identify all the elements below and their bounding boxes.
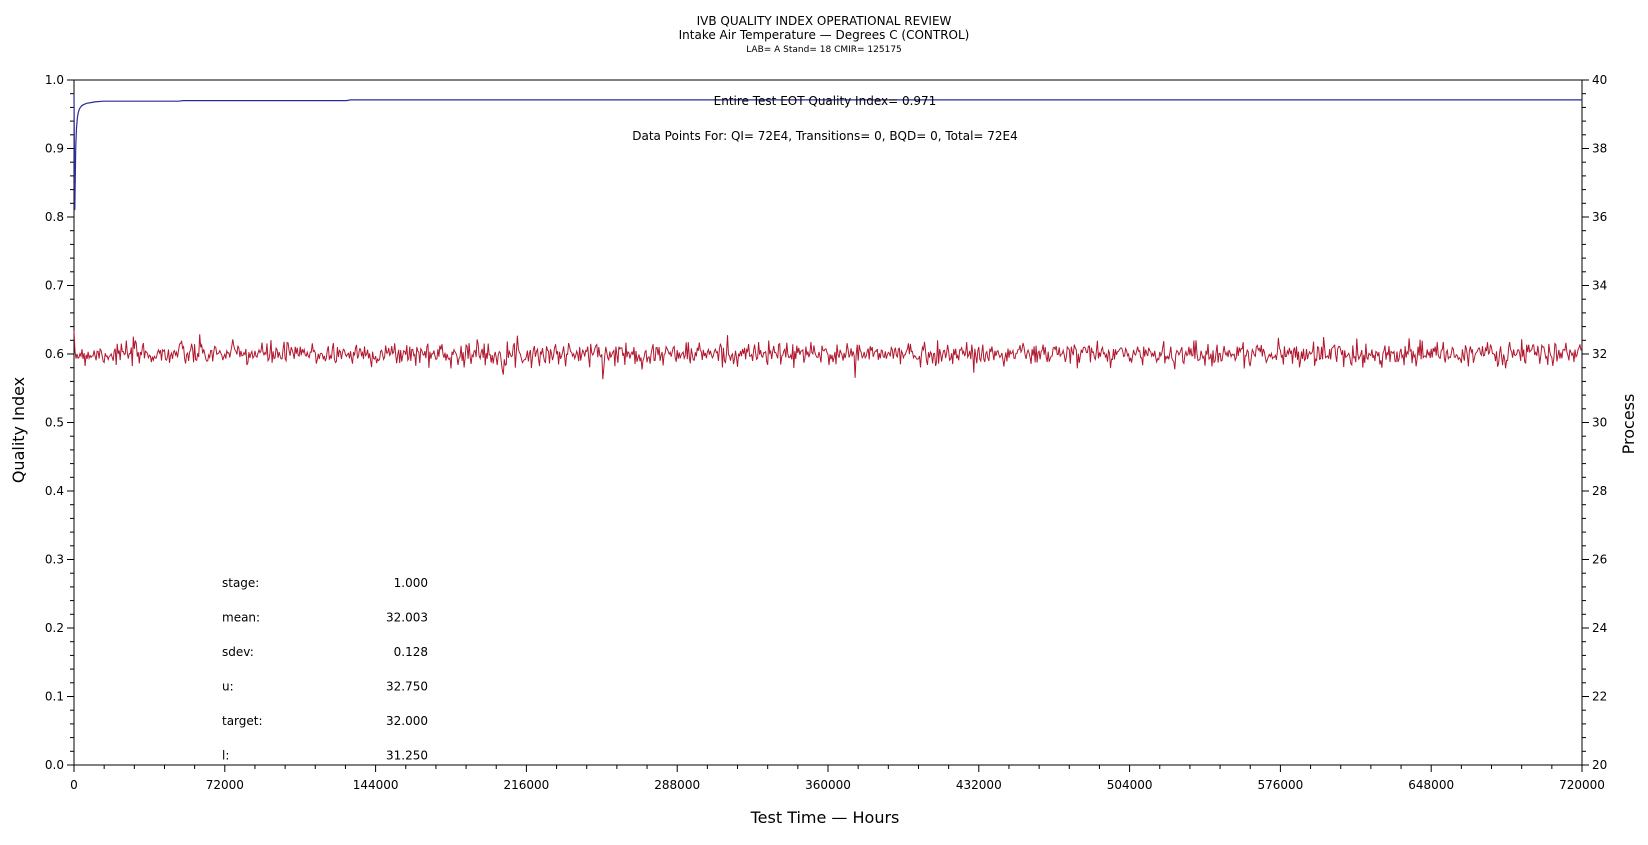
y-axis-ticks: 0.0 0.1 0.2 0.3 0.4 0.5 0.6 0.7 0.8 0.9 1.0 <box>45 73 74 772</box>
y-tick-label: 1.0 <box>45 73 64 87</box>
stat-value: 0.128 <box>394 645 428 659</box>
y-tick-label: 0.6 <box>45 347 64 361</box>
y2-tick-label: 32 <box>1592 347 1607 361</box>
y2-tick-label: 26 <box>1592 553 1607 567</box>
chart-subtitle: Intake Air Temperature — Degrees C (CONT… <box>679 28 970 42</box>
y2-tick-label: 36 <box>1592 210 1607 224</box>
y2-axis-ticks: 20 22 24 26 28 30 32 34 36 38 40 <box>1582 73 1607 772</box>
process-line <box>73 330 1583 380</box>
y2-axis-label: Process <box>1619 394 1638 455</box>
x-tick-label: 0 <box>70 778 78 792</box>
stats-panel: stage: 1.000 mean: 32.003 sdev: 0.128 u: 32.750… <box>222 576 428 763</box>
y-tick-label: 0.8 <box>45 210 64 224</box>
stat-label: sdev: <box>222 645 254 659</box>
y-tick-label: 0.4 <box>45 484 64 498</box>
plot-frame <box>73 79 1583 766</box>
quality-index-series <box>73 93 1582 211</box>
stat-label: u: <box>222 680 234 694</box>
stat-value: 31.250 <box>386 749 428 763</box>
x-axis-ticks: 0 72000 144000 216000 288000 360000 432000 5040… <box>70 765 1605 792</box>
x-tick-label: 720000 <box>1559 778 1605 792</box>
stat-label: mean: <box>222 611 260 625</box>
x-tick-label: 360000 <box>805 778 851 792</box>
eot-quality-index-annotation: Entire Test EOT Quality Index= 0.971 <box>714 94 937 108</box>
process-series <box>73 330 1583 380</box>
x-tick-label: 288000 <box>654 778 700 792</box>
stat-label: stage: <box>222 576 259 590</box>
chart-title: IVB QUALITY INDEX OPERATIONAL REVIEW <box>697 14 952 28</box>
y-axis-label: Quality Index <box>9 377 28 483</box>
stat-value: 32.000 <box>386 714 428 728</box>
x-axis-label: Test Time — Hours <box>750 808 900 827</box>
x-tick-label: 144000 <box>353 778 399 792</box>
plot-border <box>73 79 1583 766</box>
x-tick-label: 216000 <box>503 778 549 792</box>
y-tick-label: 0.5 <box>45 416 64 430</box>
stat-value: 1.000 <box>394 576 428 590</box>
y2-tick-label: 24 <box>1592 621 1607 635</box>
stat-label: l: <box>222 749 229 763</box>
stat-value: 32.750 <box>386 680 428 694</box>
stat-value: 32.003 <box>386 611 428 625</box>
quality-index-line <box>73 93 1582 211</box>
x-tick-label: 648000 <box>1408 778 1454 792</box>
y2-tick-label: 20 <box>1592 758 1607 772</box>
y-tick-label: 0.7 <box>45 279 64 293</box>
y2-tick-label: 28 <box>1592 484 1607 498</box>
chart-subtitle-lab-info: LAB= A Stand= 18 CMIR= 125175 <box>746 45 902 55</box>
y2-tick-label: 40 <box>1592 73 1607 87</box>
y2-tick-label: 22 <box>1592 690 1607 704</box>
y2-tick-label: 30 <box>1592 416 1607 430</box>
y2-tick-label: 38 <box>1592 142 1607 156</box>
x-tick-label: 432000 <box>956 778 1002 792</box>
x-tick-label: 504000 <box>1107 778 1153 792</box>
x-tick-label: 576000 <box>1257 778 1303 792</box>
y-tick-label: 0.0 <box>45 758 64 772</box>
stat-label: target: <box>222 714 263 728</box>
y2-tick-label: 34 <box>1592 279 1607 293</box>
y-tick-label: 0.2 <box>45 621 64 635</box>
y-tick-label: 0.1 <box>45 690 64 704</box>
y-tick-label: 0.9 <box>45 142 64 156</box>
data-points-annotation: Data Points For: QI= 72E4, Transitions= … <box>632 129 1018 143</box>
y-tick-label: 0.3 <box>45 553 64 567</box>
x-tick-label: 72000 <box>206 778 244 792</box>
